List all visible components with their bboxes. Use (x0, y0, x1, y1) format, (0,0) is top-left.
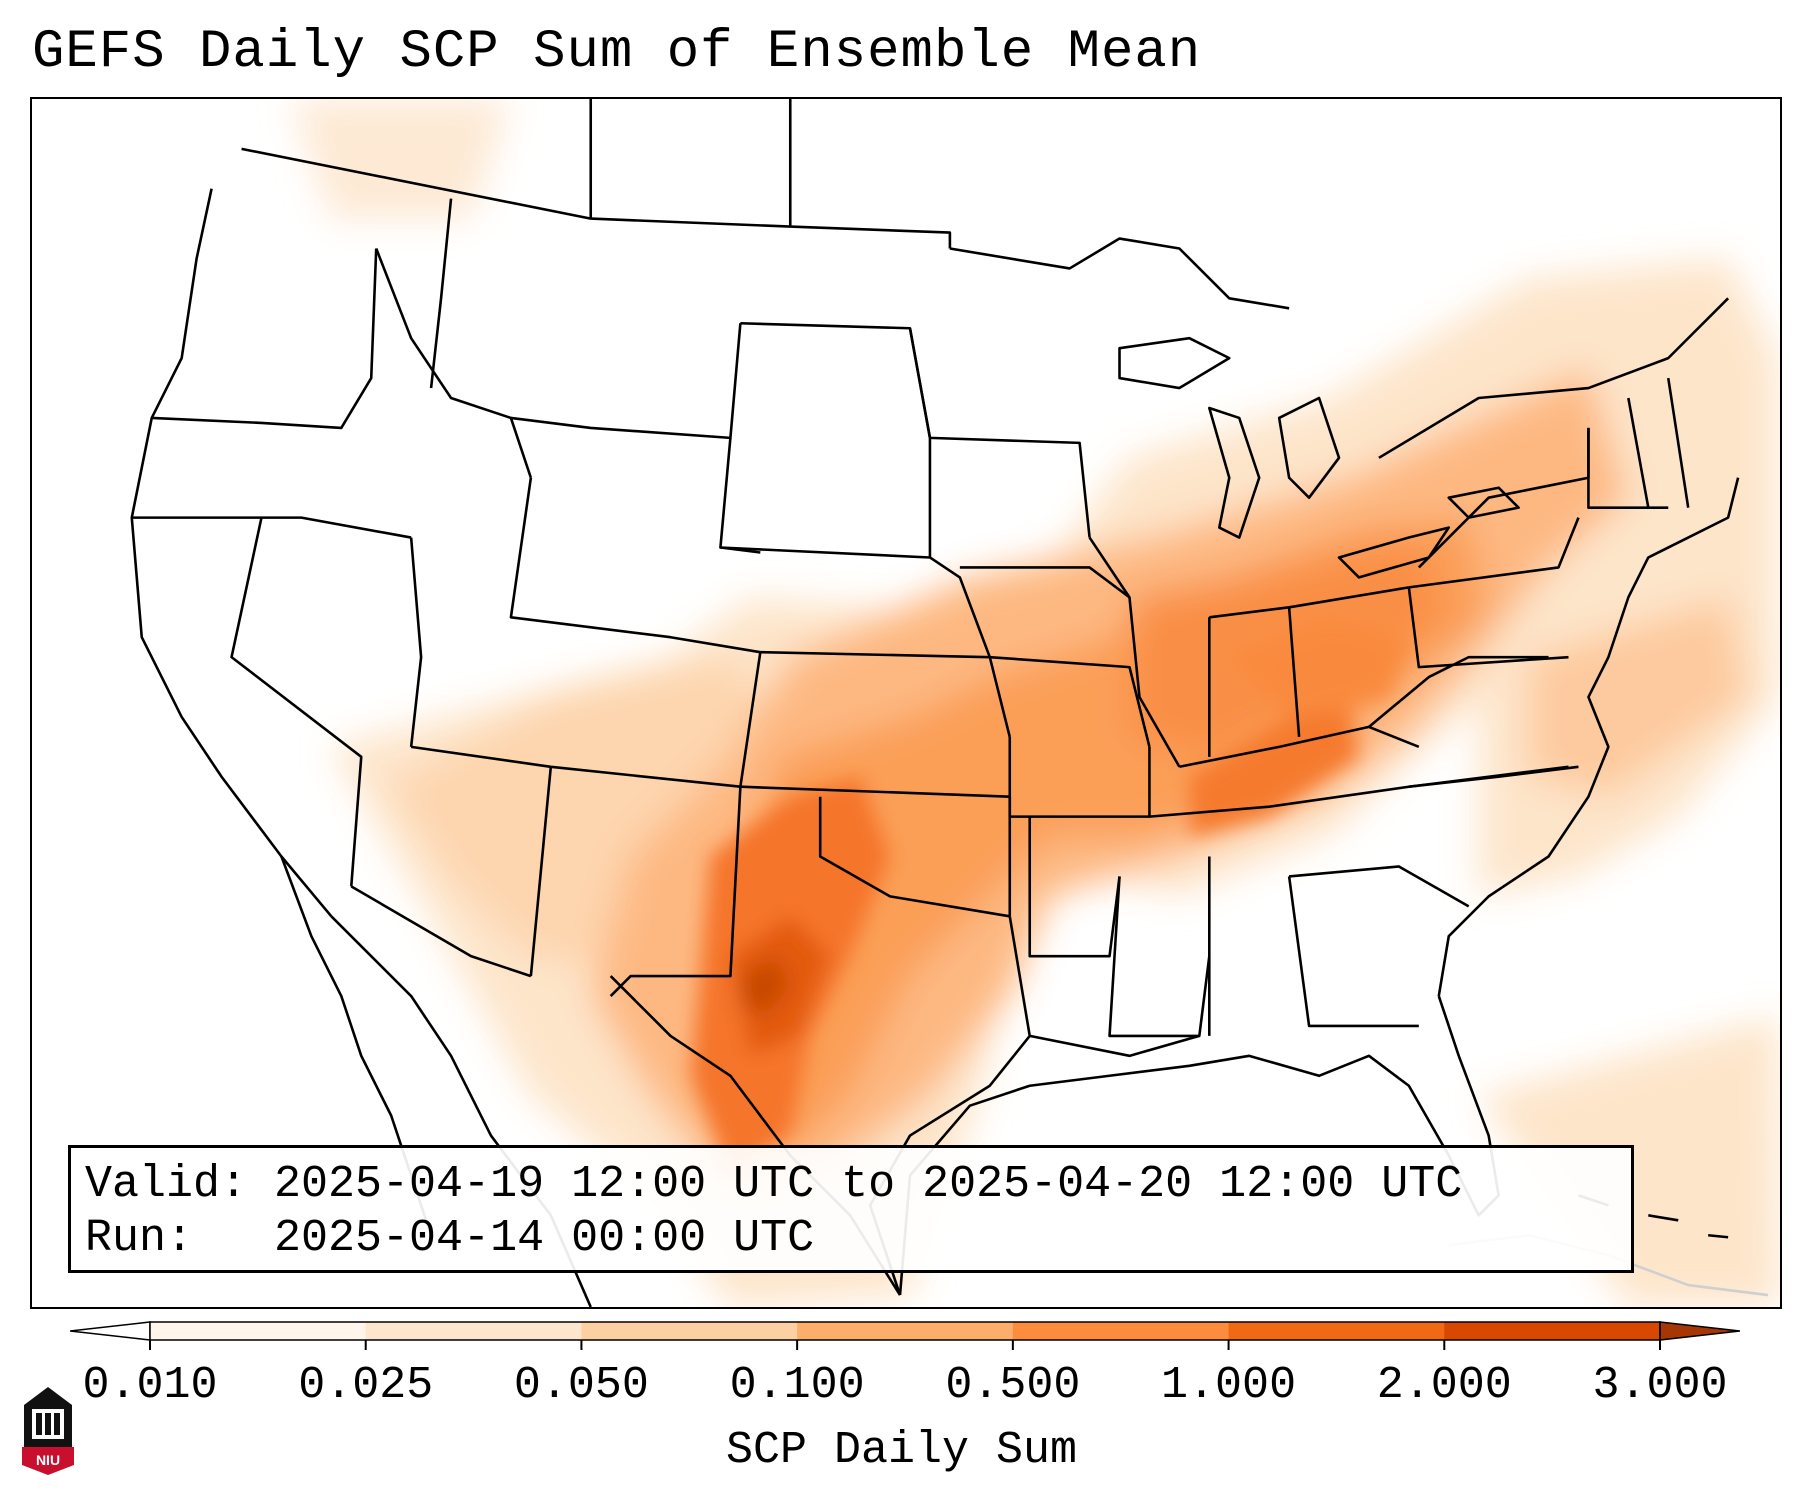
colorbar-tick-label: 0.050 (513, 1360, 649, 1411)
colorbar-tick-label: 0.100 (729, 1360, 865, 1411)
colorbar-tick-label: 0.500 (945, 1360, 1081, 1411)
colorbar-extend-low (70, 1321, 151, 1341)
state-borders (130, 99, 1730, 1296)
colorbar-cell (365, 1322, 582, 1340)
colorbar-cell (797, 1322, 1014, 1340)
colorbar-tick-label: 0.010 (82, 1360, 218, 1411)
map-title: GEFS Daily SCP Sum of Ensemble Mean (32, 22, 1202, 83)
colorbar-outline (149, 1321, 1661, 1341)
university-building-icon: NIU (22, 1387, 74, 1475)
colorbar-cell (581, 1322, 798, 1340)
colorbar-extend-high (1659, 1321, 1740, 1341)
valid-time-line: Valid: 2025-04-19 12:00 UTC to 2025-04-2… (85, 1159, 1463, 1210)
map-frame: Valid: 2025-04-19 12:00 UTC to 2025-04-2… (30, 97, 1782, 1309)
colorbar-label: SCP Daily Sum (725, 1425, 1078, 1476)
colorbar-tick-label: 3.000 (1592, 1360, 1728, 1411)
scp-map (130, 99, 1780, 1307)
valid-run-box: Valid: 2025-04-19 12:00 UTC to 2025-04-2… (68, 1145, 1634, 1273)
colorbar-tick-label: 1.000 (1161, 1360, 1297, 1411)
colorbar-cell (1012, 1322, 1230, 1340)
colorbar-cell (150, 1322, 367, 1340)
colorbar-cell (1228, 1322, 1445, 1340)
colorbar-cell (1444, 1322, 1661, 1340)
scp-field-layer (291, 99, 1780, 1307)
scp-core-layer (690, 617, 1409, 1176)
colorbar (70, 1321, 1740, 1350)
logo-text: NIU (36, 1452, 60, 1468)
colorbar-tick-label: 0.025 (298, 1360, 434, 1411)
run-time-line: Run: 2025-04-14 00:00 UTC (85, 1213, 815, 1264)
colorbar-tick-label: 2.000 (1376, 1360, 1512, 1411)
